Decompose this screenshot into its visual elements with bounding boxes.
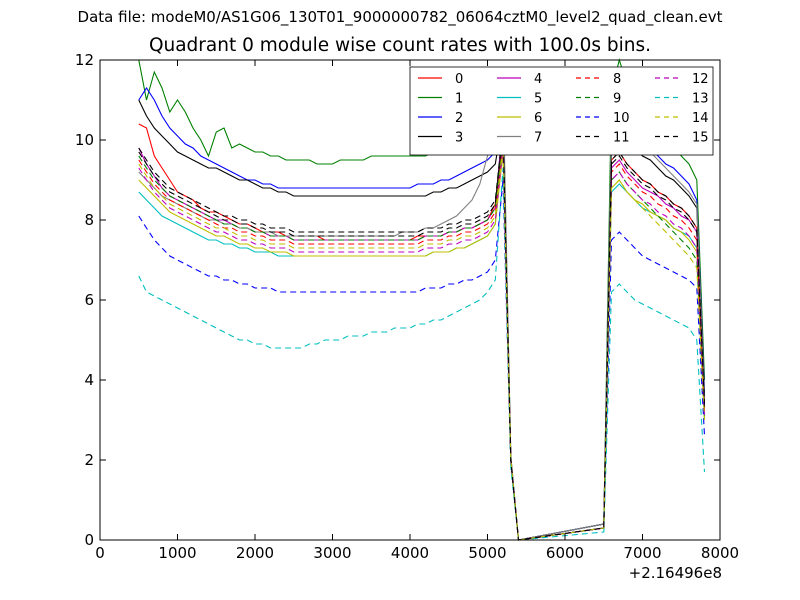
legend-label-11: 11 bbox=[613, 131, 630, 146]
x-tick-label: 3000 bbox=[313, 544, 351, 562]
series-line-15 bbox=[138, 127, 706, 541]
series-line-8 bbox=[138, 139, 706, 541]
x-tick-label: 8000 bbox=[701, 544, 739, 562]
legend-label-13: 13 bbox=[692, 92, 709, 107]
legend-label-7: 7 bbox=[534, 131, 542, 146]
legend-label-8: 8 bbox=[613, 72, 621, 87]
axis-ticks: 0 1000 2000 3000 4000 5000 6000 7000 80000246810… bbox=[75, 51, 739, 562]
legend-label-10: 10 bbox=[613, 111, 630, 126]
legend-label-0: 0 bbox=[455, 72, 463, 87]
legend-label-15: 15 bbox=[692, 131, 709, 146]
series-line-6 bbox=[138, 151, 706, 541]
x-tick-label: 6000 bbox=[546, 544, 584, 562]
series-line-9 bbox=[138, 135, 706, 541]
x-tick-label: 1000 bbox=[158, 544, 196, 562]
series-line-14 bbox=[138, 143, 706, 541]
y-tick-label: 10 bbox=[75, 131, 94, 149]
x-tick-label: 5000 bbox=[468, 544, 506, 562]
series-line-13 bbox=[138, 167, 706, 541]
series-line-11 bbox=[138, 131, 706, 541]
legend-label-12: 12 bbox=[692, 72, 709, 87]
x-tick-label: 7000 bbox=[623, 544, 661, 562]
series-line-4 bbox=[138, 119, 706, 541]
series-line-5 bbox=[138, 147, 706, 541]
legend-label-6: 6 bbox=[534, 111, 542, 126]
legend-label-3: 3 bbox=[455, 131, 463, 146]
x-tick-label: 0 bbox=[95, 544, 105, 562]
legend-label-5: 5 bbox=[534, 92, 542, 107]
series-line-10 bbox=[138, 179, 706, 541]
legend-label-4: 4 bbox=[534, 72, 542, 87]
legend-label-1: 1 bbox=[455, 92, 463, 107]
y-tick-label: 12 bbox=[75, 51, 94, 69]
y-tick-label: 2 bbox=[84, 451, 94, 469]
legend-label-9: 9 bbox=[613, 92, 621, 107]
data-file-header: Data file: modeM0/AS1G06_130T01_90000007… bbox=[77, 8, 723, 26]
series-line-3 bbox=[138, 99, 706, 541]
x-tick-label: 4000 bbox=[391, 544, 429, 562]
legend-box bbox=[409, 66, 714, 156]
series-line-12 bbox=[138, 147, 706, 541]
x-tick-label: 2000 bbox=[236, 544, 274, 562]
legend-label-2: 2 bbox=[455, 111, 463, 126]
chart-title: Quadrant 0 module wise count rates with … bbox=[148, 35, 652, 56]
x-axis-offset-label: +2.16496e8 bbox=[629, 564, 722, 582]
y-tick-label: 4 bbox=[84, 371, 94, 389]
y-tick-label: 8 bbox=[84, 211, 94, 229]
legend-label-14: 14 bbox=[692, 111, 709, 126]
y-tick-label: 0 bbox=[84, 531, 94, 549]
y-tick-label: 6 bbox=[84, 291, 94, 309]
